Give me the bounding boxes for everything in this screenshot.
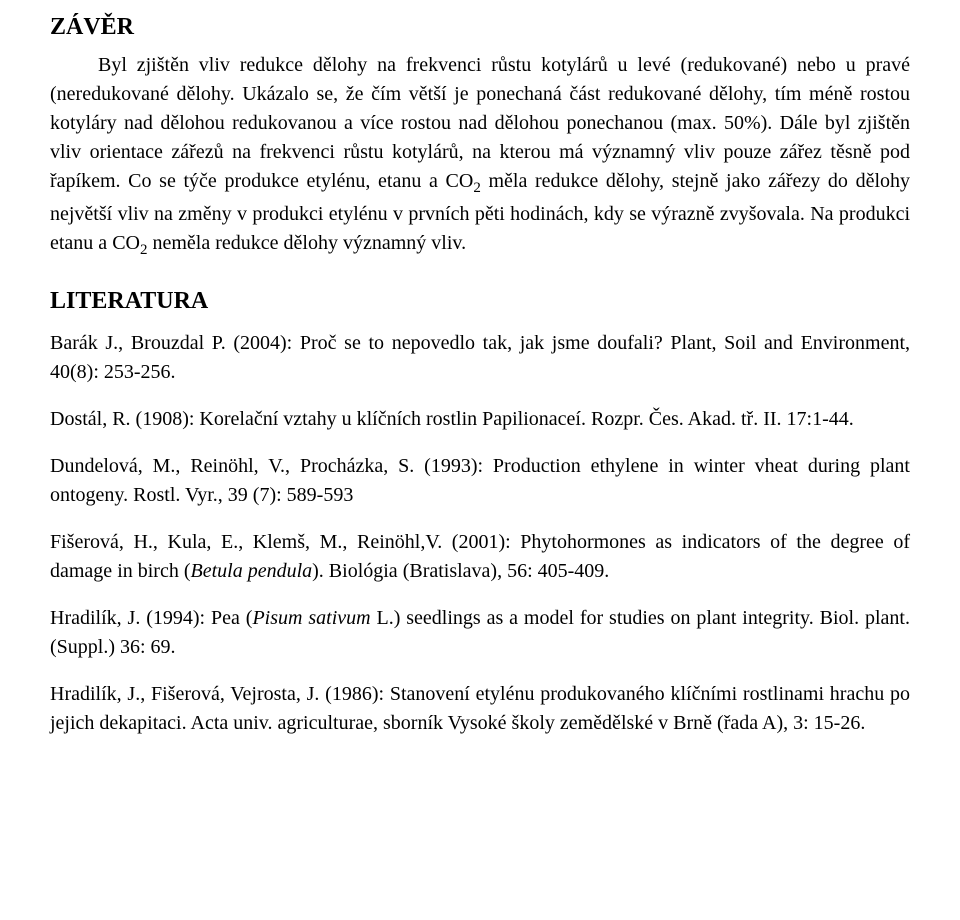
heading-zaver: ZÁVĚR (50, 14, 910, 41)
ref-hradilik94-species: Pisum sativum (252, 607, 370, 629)
reference-dundelova: Dundelová, M., Reinöhl, V., Procházka, S… (50, 452, 910, 510)
subscript-2a: 2 (473, 180, 481, 196)
heading-literatura: LITERATURA (50, 288, 910, 315)
reference-barak: Barák J., Brouzdal P. (2004): Proč se to… (50, 329, 910, 387)
reference-hradilik-1986: Hradilík, J., Fišerová, Vejrosta, J. (19… (50, 680, 910, 738)
reference-fiserova: Fišerová, H., Kula, E., Klemš, M., Reinö… (50, 528, 910, 586)
ref-fiserova-post: ). Biológia (Bratislava), 56: 405-409. (312, 560, 609, 582)
ref-hradilik94-pre: Hradilík, J. (1994): Pea ( (50, 607, 252, 629)
ref-fiserova-species: Betula pendula (191, 560, 313, 582)
zaver-text-part3: neměla redukce dělohy významný vliv. (147, 232, 466, 254)
paragraph-zaver: Byl zjištěn vliv redukce dělohy na frekv… (50, 51, 910, 262)
reference-hradilik-1994: Hradilík, J. (1994): Pea (Pisum sativum … (50, 604, 910, 662)
document-page: ZÁVĚR Byl zjištěn vliv redukce dělohy na… (0, 0, 960, 786)
reference-dostal: Dostál, R. (1908): Korelační vztahy u kl… (50, 405, 910, 434)
